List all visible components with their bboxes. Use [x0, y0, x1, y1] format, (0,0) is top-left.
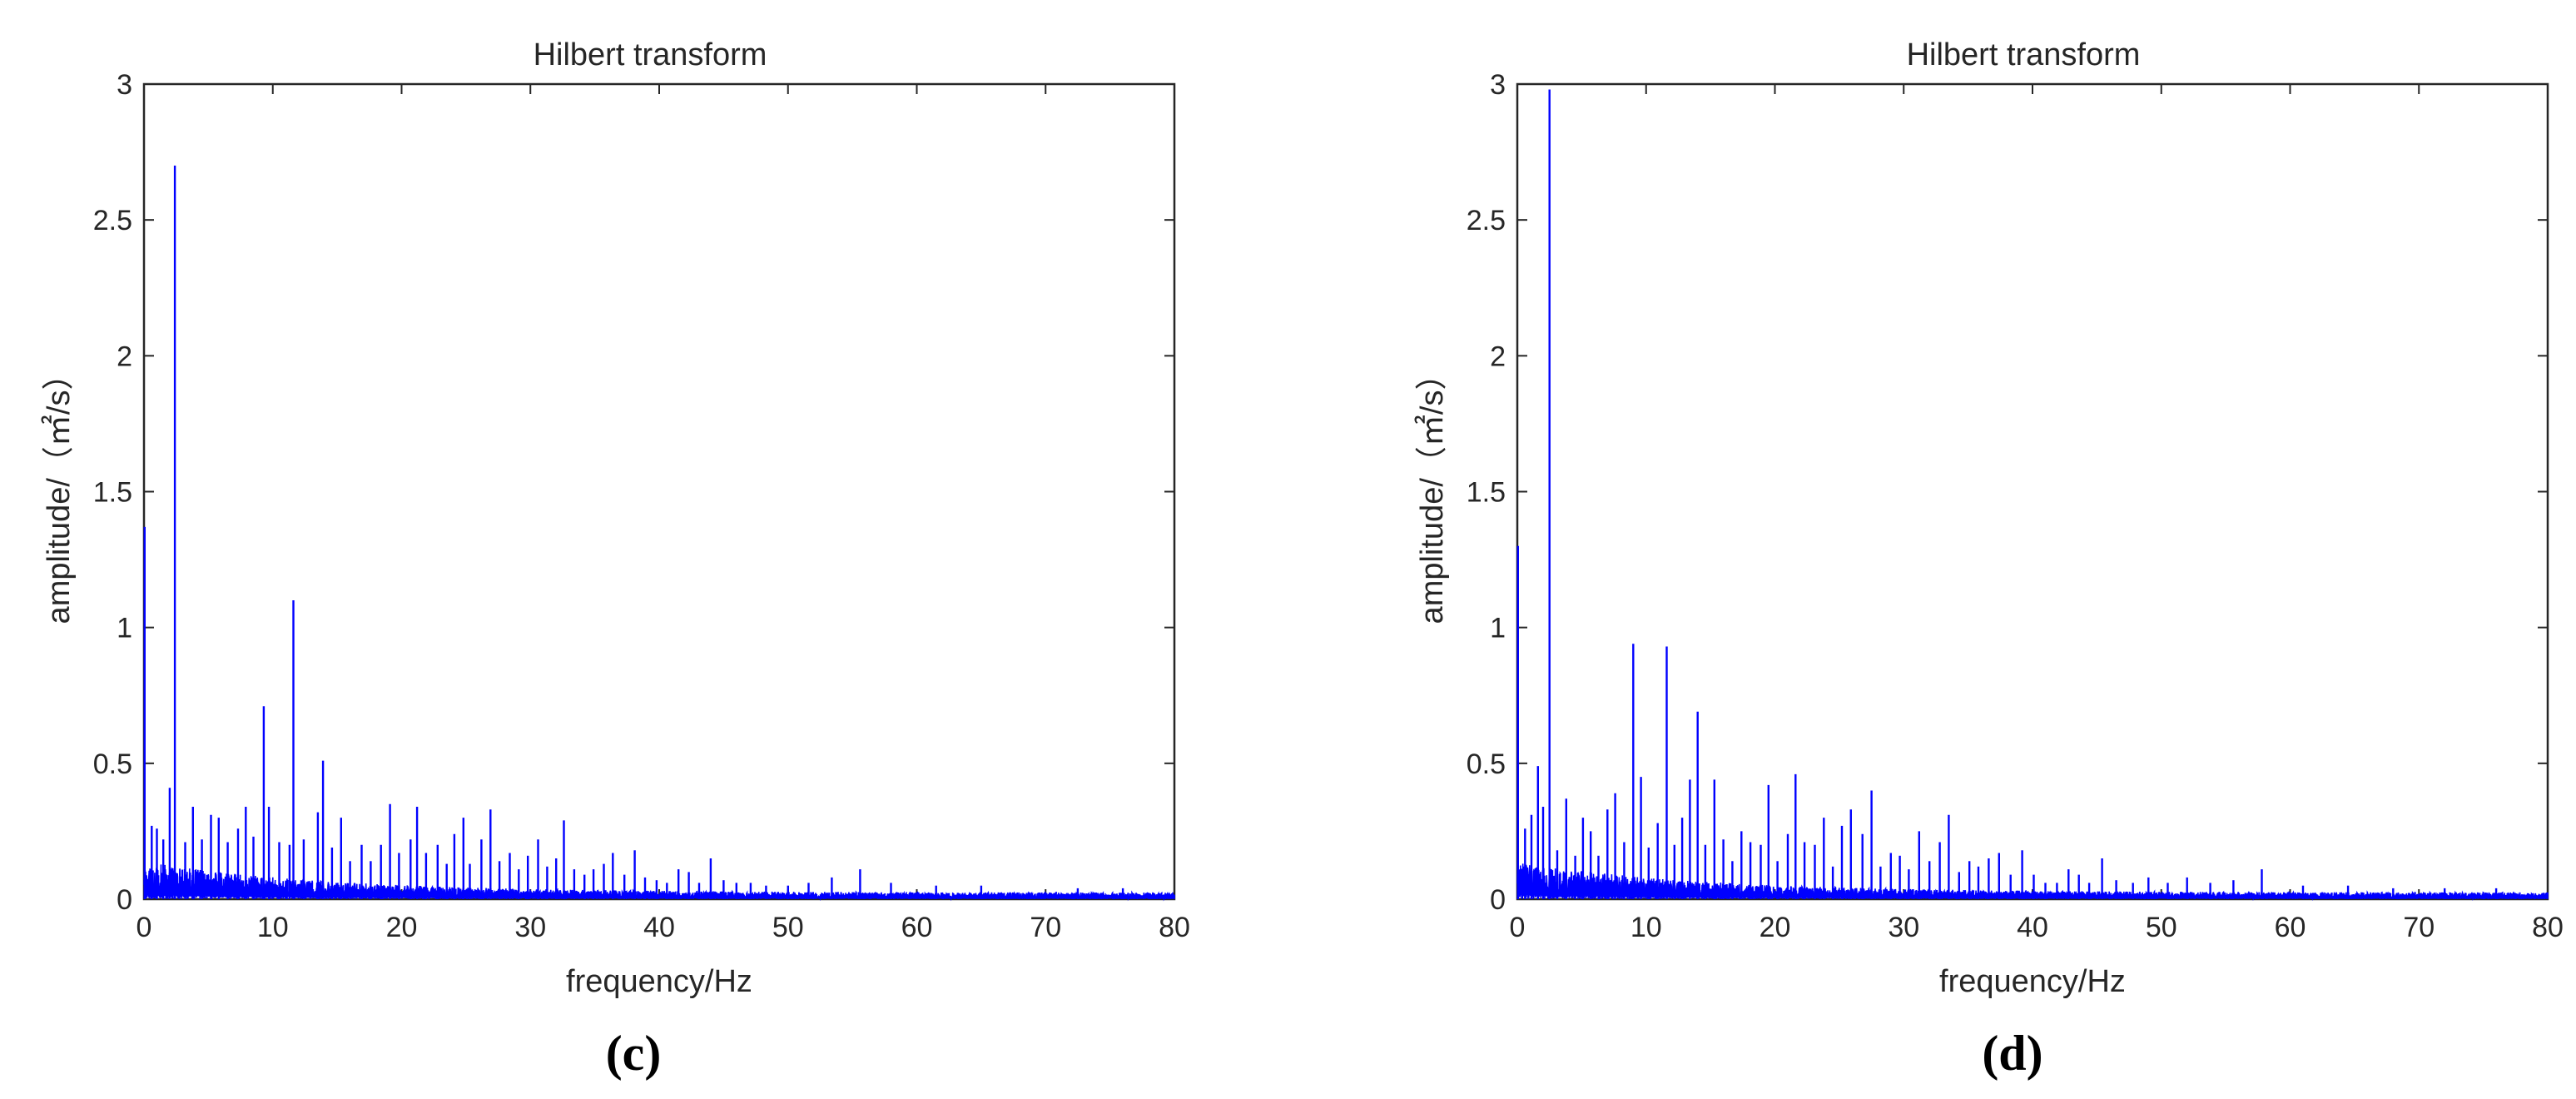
- y-tick-label: 2: [117, 341, 132, 372]
- y-tick-label: 0.5: [93, 748, 132, 780]
- x-tick-label: 60: [901, 912, 933, 943]
- panel-label-c: (c): [606, 1026, 662, 1081]
- y-tick-label: 1: [117, 613, 132, 644]
- noise-floor-line: [143, 864, 1175, 902]
- y-tick-label: 2: [1490, 341, 1506, 372]
- x-tick-label: 10: [257, 912, 289, 943]
- chart-panel-c: Hilbert transform 0 10 20 30 40 50 60 70 80 0 0.5…: [42, 37, 1190, 1081]
- y-tick-label: 1: [1490, 613, 1506, 644]
- y-tick-label: 1.5: [93, 477, 132, 509]
- x-tick-label: 60: [2275, 912, 2306, 943]
- x-axis: 0 10 20 30 40 50 60 70 80: [136, 84, 1190, 943]
- y-axis: 0 0.5 1 1.5 2 2.5 3: [1467, 69, 2548, 916]
- panel-label-d: (d): [1982, 1026, 2042, 1081]
- y-axis-label: amplitude/（㎡/s）: [42, 359, 77, 624]
- x-tick-label: 0: [1510, 912, 1526, 943]
- chart-title: Hilbert transform: [534, 37, 767, 72]
- x-tick-label: 50: [2146, 912, 2177, 943]
- y-tick-label: 1.5: [1467, 477, 1506, 509]
- x-axis-label: frequency/Hz: [1939, 964, 2126, 999]
- y-axis: 0 0.5 1 1.5 2 2.5 3: [93, 69, 1174, 916]
- x-tick-label: 40: [2017, 912, 2048, 943]
- y-tick-label: 3: [117, 69, 132, 101]
- x-tick-label: 50: [772, 912, 804, 943]
- series-spectrum: [1516, 89, 2549, 902]
- x-axis: 0 10 20 30 40 50 60 70 80: [1510, 84, 2564, 943]
- x-tick-label: 30: [1888, 912, 1919, 943]
- plot-area-frame: [1516, 82, 2549, 901]
- y-tick-label: 0: [1490, 884, 1506, 916]
- x-tick-label: 80: [1159, 912, 1190, 943]
- chart-title: Hilbert transform: [1907, 37, 2141, 72]
- y-tick-label: 3: [1490, 69, 1506, 101]
- y-tick-label: 0: [117, 884, 132, 916]
- x-tick-label: 70: [2403, 912, 2435, 943]
- chart-panel-d: Hilbert transform 0 10 20 30 40 50 60 70 80 0 0.5…: [1415, 37, 2564, 1081]
- y-axis-label: amplitude/（㎡/s）: [1415, 359, 1450, 624]
- y-tick-label: 2.5: [93, 205, 132, 236]
- series-spectrum: [143, 165, 1175, 902]
- x-tick-label: 40: [643, 912, 675, 943]
- x-tick-label: 80: [2532, 912, 2564, 943]
- y-tick-label: 2.5: [1467, 205, 1506, 236]
- plot-area-frame: [142, 82, 1176, 901]
- y-tick-label: 0.5: [1467, 748, 1506, 780]
- x-tick-label: 20: [1760, 912, 1791, 943]
- x-tick-label: 20: [386, 912, 418, 943]
- x-tick-label: 30: [514, 912, 546, 943]
- x-tick-label: 0: [136, 912, 152, 943]
- x-axis-label: frequency/Hz: [566, 964, 752, 999]
- x-tick-label: 70: [1030, 912, 1061, 943]
- x-tick-label: 10: [1630, 912, 1662, 943]
